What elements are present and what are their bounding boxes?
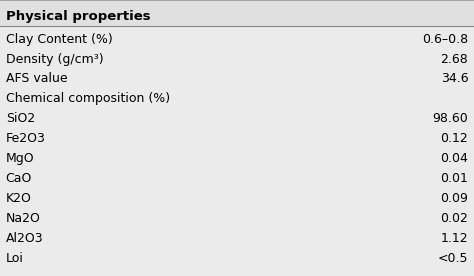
Text: 98.60: 98.60 [433, 112, 468, 125]
Text: SiO2: SiO2 [6, 112, 35, 125]
Text: <0.5: <0.5 [438, 252, 468, 265]
Text: CaO: CaO [6, 172, 32, 185]
Text: Al2O3: Al2O3 [6, 232, 43, 245]
Text: Physical properties: Physical properties [6, 10, 150, 23]
Text: 0.02: 0.02 [440, 212, 468, 225]
Text: Chemical composition (%): Chemical composition (%) [6, 92, 170, 105]
Text: Clay Content (%): Clay Content (%) [6, 33, 112, 46]
Text: MgO: MgO [6, 152, 34, 165]
Text: Loi: Loi [6, 252, 24, 265]
Text: AFS value: AFS value [6, 72, 67, 86]
Text: 0.6–0.8: 0.6–0.8 [422, 33, 468, 46]
Text: 0.12: 0.12 [440, 132, 468, 145]
Text: 0.04: 0.04 [440, 152, 468, 165]
Text: K2O: K2O [6, 192, 32, 205]
Text: Density (g/cm³): Density (g/cm³) [6, 52, 103, 65]
Bar [0, 0, 474, 25]
Text: 0.01: 0.01 [440, 172, 468, 185]
Text: 0.09: 0.09 [440, 192, 468, 205]
Text: 2.68: 2.68 [440, 52, 468, 65]
Text: 1.12: 1.12 [441, 232, 468, 245]
Text: 34.6: 34.6 [441, 72, 468, 86]
Text: Na2O: Na2O [6, 212, 41, 225]
Text: Fe2O3: Fe2O3 [6, 132, 46, 145]
